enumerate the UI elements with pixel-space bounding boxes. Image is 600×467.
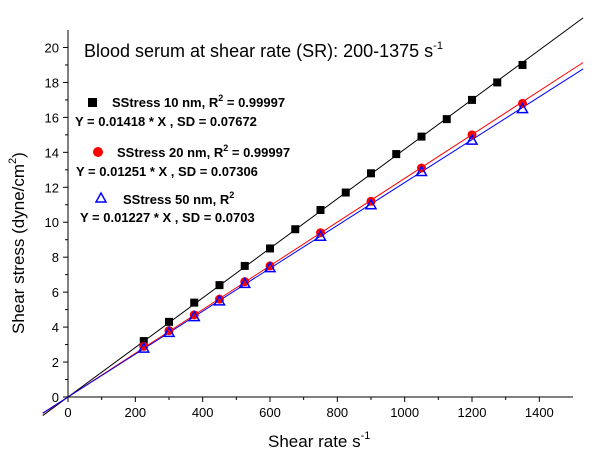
y-tick-label: 18 bbox=[45, 75, 59, 90]
fit-line-1 bbox=[42, 62, 584, 414]
legend-label-20nm: SStress 20 nm, R2 = 0.99997 bbox=[117, 143, 290, 160]
data-point-square bbox=[417, 132, 426, 141]
fit-lines bbox=[42, 17, 584, 416]
y-tick-label: 6 bbox=[52, 285, 59, 300]
x-ticks: 0 200 400 600 800 1000 1200 1400 bbox=[64, 397, 554, 420]
legend-circle-marker bbox=[93, 147, 103, 157]
y-tick-label: 12 bbox=[45, 180, 59, 195]
legend-equation-20nm: Y = 0.01251 * X , SD = 0.07306 bbox=[76, 164, 258, 179]
x-tick-label: 600 bbox=[259, 405, 281, 420]
y-tick-label: 14 bbox=[45, 145, 59, 160]
legend-label-10nm: SStress 10 nm, R2 = 0.99997 bbox=[112, 93, 285, 110]
data-point-square bbox=[442, 115, 451, 124]
data-point-square bbox=[392, 150, 401, 159]
data-point-triangle bbox=[213, 294, 226, 306]
data-point-triangle bbox=[238, 276, 252, 289]
legend-entry-10nm: SStress 10 nm, R2 = 0.99997 Y = 0.01418 … bbox=[75, 93, 285, 129]
data-point-triangle bbox=[137, 341, 151, 353]
y-tick-label: 4 bbox=[52, 320, 59, 335]
x-tick-label: 800 bbox=[326, 405, 348, 420]
y-tick-label: 2 bbox=[52, 355, 59, 370]
fit-line-0 bbox=[42, 17, 584, 416]
y-tick-label: 10 bbox=[45, 215, 59, 230]
x-tick-label: 200 bbox=[124, 405, 146, 420]
chart-title: Blood serum at shear rate (SR): 200-1375… bbox=[84, 40, 443, 61]
y-tick-label: 20 bbox=[45, 40, 59, 55]
data-point-square bbox=[518, 60, 527, 69]
x-tick-label: 400 bbox=[192, 405, 214, 420]
data-point-triangle bbox=[415, 165, 428, 177]
y-tick-label: 8 bbox=[52, 250, 59, 265]
fit-line-2 bbox=[42, 68, 584, 414]
y-ticks: 0 2 4 6 8 10 12 14 16 18 20 bbox=[45, 40, 68, 405]
data-point-square bbox=[468, 95, 476, 104]
data-point-triangle bbox=[187, 310, 201, 322]
legend-equation-50nm: Y = 0.01227 * X , SD = 0.0703 bbox=[80, 210, 255, 225]
data-point-square bbox=[190, 298, 199, 307]
data-point-square bbox=[215, 281, 224, 290]
axes bbox=[67, 30, 573, 398]
data-point-square bbox=[291, 225, 300, 234]
data-point-square bbox=[367, 169, 375, 178]
data-point-square bbox=[341, 188, 350, 197]
legend-label-50nm: SStress 50 nm, R2 bbox=[123, 190, 234, 207]
x-tick-label: 1400 bbox=[525, 405, 554, 420]
x-tick-label: 1000 bbox=[390, 405, 419, 420]
data-point-triangle bbox=[465, 133, 479, 145]
data-point-square bbox=[316, 206, 325, 215]
legend-square-marker bbox=[88, 98, 97, 107]
data-point-triangle bbox=[162, 325, 176, 338]
data-point-square bbox=[266, 244, 274, 253]
legend-entry-20nm: SStress 20 nm, R2 = 0.99997 Y = 0.01251 … bbox=[76, 143, 290, 179]
data-point-square bbox=[240, 261, 249, 270]
legend-equation-10nm: Y = 0.01418 * X , SD = 0.07672 bbox=[75, 114, 257, 129]
data-point-triangle bbox=[314, 229, 327, 241]
x-tick-label: 1200 bbox=[458, 405, 487, 420]
data-point-triangle bbox=[516, 102, 529, 114]
y-tick-label: 16 bbox=[45, 110, 59, 125]
legend-triangle-marker bbox=[94, 191, 108, 203]
data-point-triangle bbox=[263, 261, 277, 273]
y-axis-label: Shear stress (dyne/cm2) bbox=[7, 152, 28, 334]
data-point-square bbox=[493, 78, 502, 87]
data-point-triangle bbox=[364, 198, 378, 210]
markers bbox=[137, 60, 529, 353]
data-point-square bbox=[139, 337, 148, 346]
legend: SStress 10 nm, R2 = 0.99997 Y = 0.01418 … bbox=[75, 93, 290, 225]
x-tick-label: 0 bbox=[64, 405, 71, 420]
data-point-square bbox=[165, 317, 173, 326]
legend-entry-50nm: SStress 50 nm, R2 Y = 0.01227 * X , SD =… bbox=[80, 190, 255, 225]
y-tick-label: 0 bbox=[52, 390, 59, 405]
x-axis-label: Shear rate s-1 bbox=[268, 430, 370, 451]
